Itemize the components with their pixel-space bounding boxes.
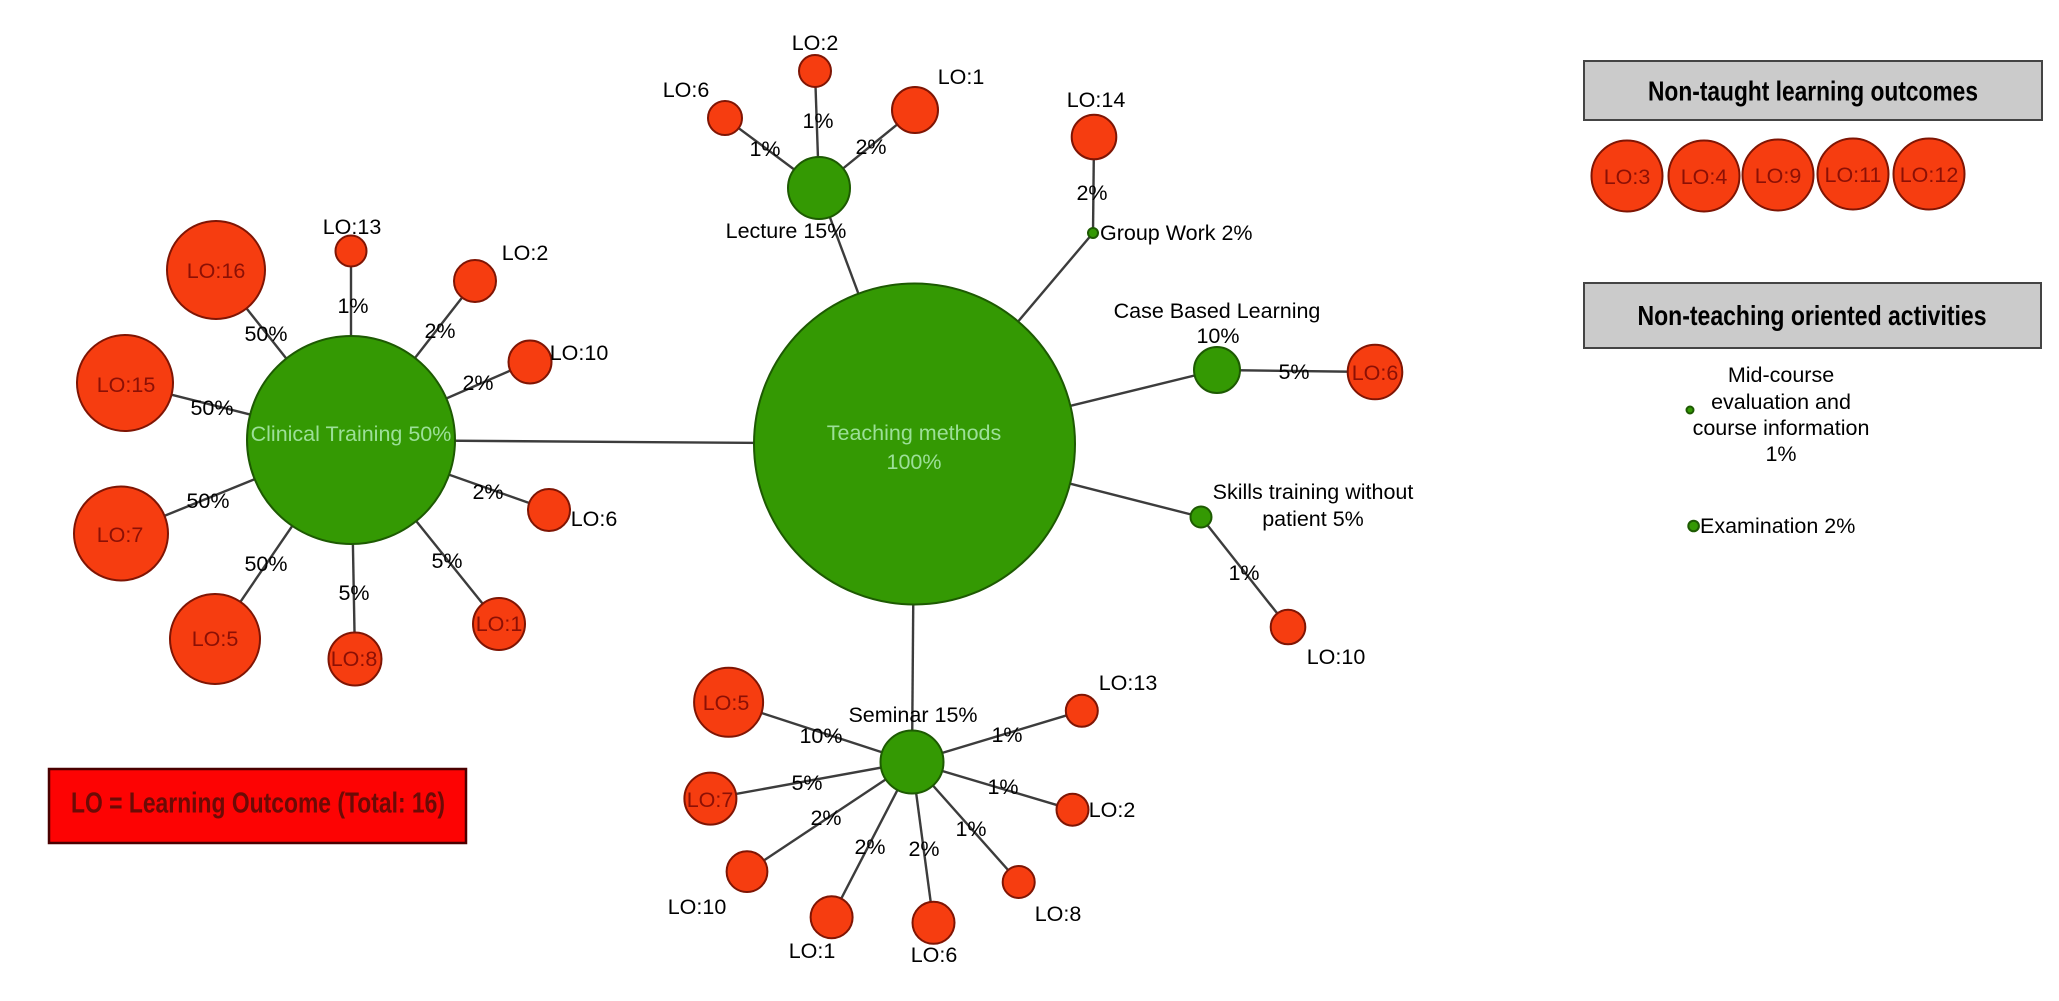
- svg-text:5%: 5%: [338, 581, 369, 605]
- svg-text:Case Based Learning: Case Based Learning: [1114, 299, 1321, 323]
- svg-text:LO:6: LO:6: [663, 78, 710, 102]
- svg-text:10%: 10%: [1196, 324, 1239, 348]
- svg-text:patient 5%: patient 5%: [1262, 507, 1364, 531]
- svg-text:Group Work 2%: Group Work 2%: [1100, 221, 1253, 245]
- svg-text:50%: 50%: [244, 322, 287, 346]
- svg-text:Lecture 15%: Lecture 15%: [726, 219, 847, 243]
- svg-text:5%: 5%: [791, 771, 822, 795]
- svg-text:LO:13: LO:13: [323, 215, 382, 239]
- svg-text:1%: 1%: [337, 294, 368, 318]
- svg-text:LO:3: LO:3: [1604, 165, 1651, 189]
- svg-text:LO:15: LO:15: [97, 373, 156, 397]
- svg-text:LO:14: LO:14: [1067, 88, 1126, 112]
- svg-text:100%: 100%: [887, 450, 942, 474]
- svg-text:LO:9: LO:9: [1755, 164, 1802, 188]
- svg-text:Seminar 15%: Seminar 15%: [848, 703, 977, 727]
- svg-text:1%: 1%: [1765, 442, 1796, 466]
- svg-text:LO:10: LO:10: [550, 341, 609, 365]
- svg-text:2%: 2%: [1076, 181, 1107, 205]
- svg-text:LO:4: LO:4: [1681, 165, 1728, 189]
- svg-text:50%: 50%: [190, 396, 233, 420]
- svg-text:LO = Learning Outcome (Total:: LO = Learning Outcome (Total: 16): [71, 788, 445, 820]
- svg-text:LO:6: LO:6: [571, 507, 618, 531]
- svg-text:10%: 10%: [799, 724, 842, 748]
- svg-text:LO:8: LO:8: [331, 647, 378, 671]
- svg-text:Examination 2%: Examination 2%: [1700, 514, 1855, 538]
- svg-text:Clinical Training 50%: Clinical Training 50%: [251, 422, 452, 446]
- svg-text:50%: 50%: [244, 552, 287, 576]
- svg-text:LO:7: LO:7: [97, 523, 144, 547]
- svg-text:LO:1: LO:1: [789, 939, 836, 963]
- svg-text:1%: 1%: [955, 817, 986, 841]
- svg-text:1%: 1%: [987, 775, 1018, 799]
- svg-text:1%: 1%: [802, 109, 833, 133]
- svg-text:2%: 2%: [855, 135, 886, 159]
- svg-text:LO:2: LO:2: [1089, 798, 1136, 822]
- svg-text:5%: 5%: [431, 549, 462, 573]
- svg-text:LO:12: LO:12: [1900, 163, 1959, 187]
- svg-text:Non-taught learning outcomes: Non-taught learning outcomes: [1648, 76, 1978, 107]
- svg-text:Teaching methods: Teaching methods: [827, 421, 1002, 445]
- svg-text:course information: course information: [1693, 416, 1870, 440]
- svg-text:Skills training without: Skills training without: [1213, 480, 1414, 504]
- svg-text:LO:5: LO:5: [703, 691, 750, 715]
- svg-text:2%: 2%: [854, 835, 885, 859]
- svg-text:2%: 2%: [908, 837, 939, 861]
- svg-text:LO:2: LO:2: [792, 31, 839, 55]
- svg-text:LO:5: LO:5: [192, 627, 239, 651]
- svg-text:LO:7: LO:7: [687, 788, 734, 812]
- svg-text:LO:1: LO:1: [938, 65, 985, 89]
- svg-text:LO:11: LO:11: [1825, 163, 1882, 187]
- svg-text:LO:1: LO:1: [476, 612, 523, 636]
- svg-text:LO:6: LO:6: [911, 943, 958, 967]
- svg-text:1%: 1%: [1228, 561, 1259, 585]
- svg-text:2%: 2%: [462, 371, 493, 395]
- svg-text:1%: 1%: [749, 137, 780, 161]
- svg-text:LO:8: LO:8: [1035, 902, 1082, 926]
- svg-text:50%: 50%: [186, 489, 229, 513]
- svg-text:Non-teaching oriented activiti: Non-teaching oriented activities: [1638, 300, 1987, 331]
- svg-text:LO:16: LO:16: [187, 259, 246, 283]
- svg-text:LO:2: LO:2: [502, 241, 549, 265]
- svg-text:LO:13: LO:13: [1099, 671, 1158, 695]
- svg-text:evaluation and: evaluation and: [1711, 390, 1851, 414]
- svg-text:LO:10: LO:10: [668, 895, 727, 919]
- svg-text:5%: 5%: [1278, 360, 1309, 384]
- svg-text:1%: 1%: [991, 723, 1022, 747]
- svg-text:LO:6: LO:6: [1352, 361, 1399, 385]
- svg-text:2%: 2%: [810, 806, 841, 830]
- svg-text:Mid-course: Mid-course: [1728, 363, 1834, 387]
- svg-text:2%: 2%: [424, 319, 455, 343]
- svg-text:2%: 2%: [472, 480, 503, 504]
- svg-text:LO:10: LO:10: [1307, 645, 1366, 669]
